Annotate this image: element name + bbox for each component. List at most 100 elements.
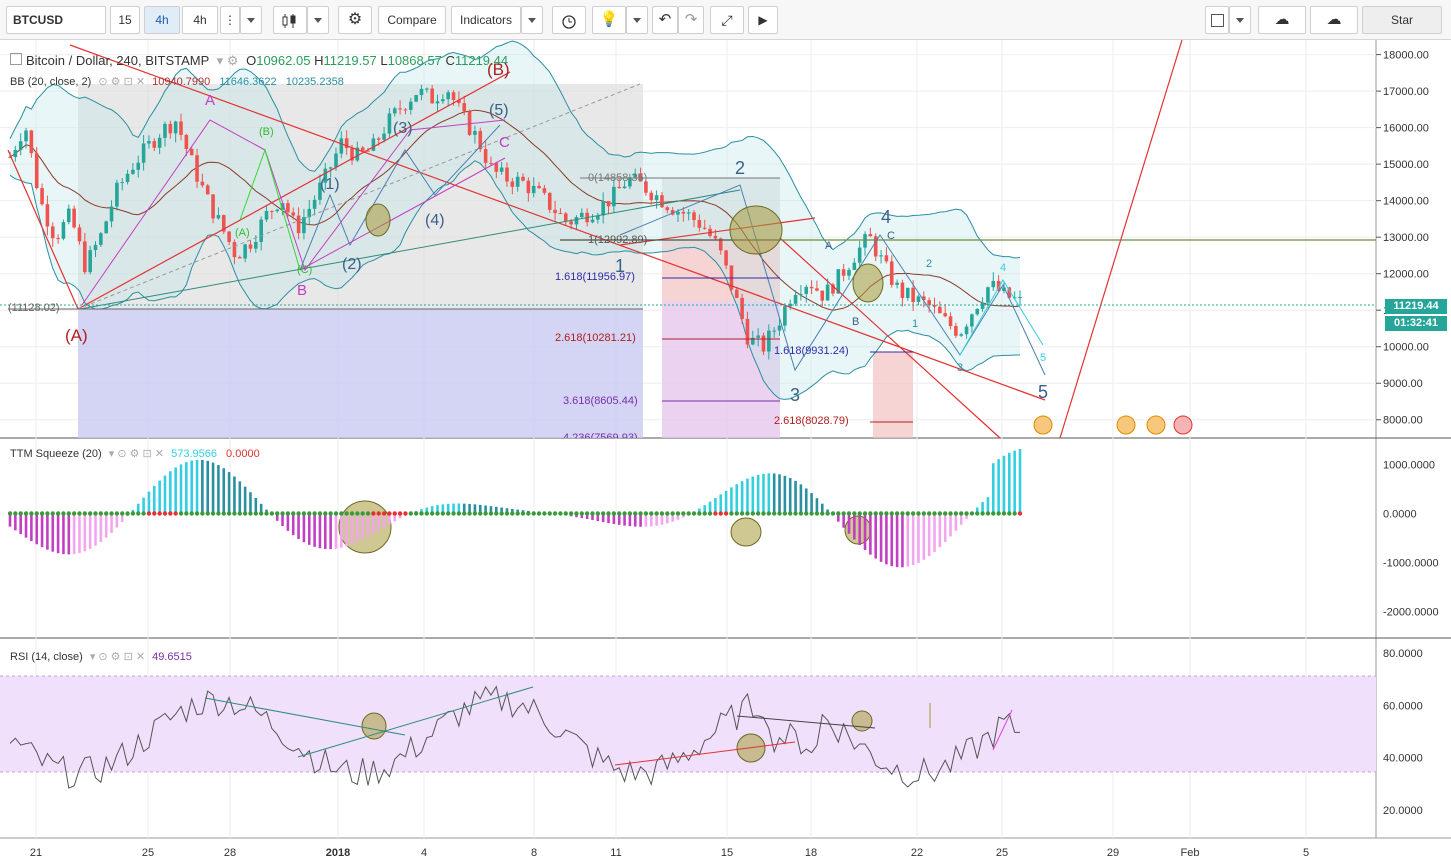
- candle-body: [788, 303, 793, 307]
- gear-icon[interactable]: ⚙: [338, 6, 372, 34]
- time-axis-label: 5: [1303, 847, 1309, 859]
- ttm-pane-bg: [0, 438, 1376, 638]
- candle-body: [783, 306, 787, 326]
- candle-body: [596, 215, 600, 220]
- ttm-squeeze-dot: [499, 511, 504, 516]
- ttm-squeeze-dot: [862, 511, 868, 516]
- ttm-axis-label: -1000.0000: [1383, 558, 1439, 570]
- collapse-icon[interactable]: [10, 53, 22, 65]
- candle-body: [804, 286, 809, 294]
- last-price-tag: 11219.44: [1385, 299, 1447, 314]
- price-axis-label: 9000.00: [1383, 378, 1423, 390]
- event-flag-icon: [1173, 415, 1193, 435]
- redo-icon[interactable]: ↷: [678, 6, 704, 34]
- ttm-axis-label: 1000.0000: [1383, 460, 1435, 472]
- ttm-squeeze-dot: [584, 511, 590, 516]
- candle-body: [943, 313, 947, 317]
- symbol-input[interactable]: BTCUSD: [6, 6, 106, 34]
- candle-body: [825, 284, 830, 301]
- fib-diagonal: [77, 83, 641, 310]
- undo-icon[interactable]: ↶: [652, 6, 678, 34]
- ttm-squeeze-dot: [889, 511, 894, 516]
- ttm-squeeze-dot: [873, 511, 878, 516]
- time-axis-label: 8: [531, 847, 537, 859]
- play-icon[interactable]: ▶: [748, 6, 778, 34]
- alert-clock-icon[interactable]: [552, 6, 586, 34]
- chart-area[interactable]: 18000.00 17000.00 16000.00 15000.00 14000.00…: [0, 40, 1451, 865]
- interval-15-button[interactable]: 15: [110, 6, 140, 34]
- magenta-waves: [81, 119, 506, 306]
- candle-body: [334, 153, 338, 168]
- rsi-series-line: [9, 685, 1020, 789]
- candle-body: [302, 217, 306, 234]
- cloud-save-icon[interactable]: ☁: [1310, 6, 1358, 34]
- candle-body: [948, 316, 953, 327]
- candle-body: [718, 238, 723, 251]
- indicators-button[interactable]: Indicators: [451, 6, 521, 34]
- ideas-dropdown[interactable]: [626, 6, 648, 34]
- legend-o-label: O: [246, 53, 257, 68]
- ttm-squeeze-dot: [130, 511, 136, 516]
- layout-dropdown[interactable]: [1229, 6, 1251, 34]
- legend-l: 10868.57: [387, 53, 442, 68]
- candle-style-button[interactable]: [273, 6, 307, 34]
- wave-label-1: 1: [615, 256, 626, 276]
- interval-4h-active-button[interactable]: 4h: [144, 6, 180, 34]
- candle-body: [387, 113, 392, 134]
- wave-label-b-paren: (B): [487, 60, 510, 79]
- star-button[interactable]: Star: [1362, 6, 1442, 34]
- chevron-down-icon: [528, 18, 536, 24]
- ttm-squeeze-dot: [691, 511, 697, 516]
- candle-body: [286, 203, 290, 213]
- candle-body: [505, 167, 509, 182]
- ttm-squeeze-dot: [333, 511, 339, 516]
- candle-body: [232, 242, 237, 258]
- interval-4h-button[interactable]: 4h: [182, 6, 218, 34]
- ttm-squeeze-dot: [34, 511, 39, 516]
- ttm-squeeze-dot: [1001, 511, 1007, 516]
- candle-body: [467, 111, 472, 135]
- ttm-squeeze-dot: [18, 511, 23, 516]
- fib-label-low: (11128.02): [8, 302, 60, 314]
- candle-body: [756, 335, 760, 338]
- ttm-squeeze-dot: [675, 511, 681, 516]
- fullscreen-icon[interactable]: ⤢: [710, 6, 744, 34]
- light-bulb-icon[interactable]: 💡: [592, 6, 626, 34]
- ttm-squeeze-dot: [568, 511, 574, 516]
- wave-label-sm1: 1: [912, 318, 919, 330]
- interval-dropdown-button[interactable]: [240, 6, 262, 34]
- ttm-squeeze-dot: [173, 511, 178, 516]
- ttm-squeeze-dot: [55, 511, 61, 516]
- bb-fill: [10, 41, 1020, 400]
- candle-body: [489, 162, 493, 164]
- rsi-settings-icon[interactable]: ▾ ⊙ ⚙ ⊡ ✕: [89, 651, 146, 663]
- highlight-circle: [729, 205, 783, 255]
- chart-canvas[interactable]: 18000.0017000.0016000.0015000.0014000.00…: [0, 40, 1451, 865]
- wave-label-small-a: A: [825, 240, 833, 252]
- indicators-dropdown[interactable]: [521, 6, 543, 34]
- chart-type-dropdown[interactable]: [307, 6, 329, 34]
- time-axis-label: 29: [1107, 847, 1119, 859]
- fib-label-1618-b: 1.618(9931.24): [774, 345, 849, 357]
- wave-label-b: B: [297, 282, 308, 299]
- ttm-squeeze-dot: [50, 511, 55, 516]
- cloud-load-icon[interactable]: ☁: [1258, 6, 1306, 34]
- candle-body: [408, 101, 413, 110]
- legend-settings-icon[interactable]: ▾ ⚙: [216, 53, 239, 68]
- candle-body: [537, 185, 541, 189]
- ttm-squeeze-dot: [665, 511, 670, 516]
- candle-body: [724, 250, 728, 266]
- wave-label-1p: (1): [320, 176, 340, 193]
- bb-settings-icon[interactable]: ⊙ ⚙ ⊡ ✕: [98, 76, 146, 88]
- ttm-squeeze-dot: [590, 511, 595, 516]
- price-axis-label: 16000.00: [1383, 123, 1429, 135]
- layout-square-icon[interactable]: [1205, 6, 1229, 34]
- ttm-settings-icon[interactable]: ▾ ⊙ ⚙ ⊡ ✕: [108, 448, 165, 460]
- more-intervals-icon[interactable]: ⋮: [220, 6, 240, 34]
- candle-body: [563, 213, 568, 222]
- compare-button[interactable]: Compare: [378, 6, 446, 34]
- wave-label-sm5: 5: [1040, 352, 1047, 364]
- time-axis-label: 21: [30, 847, 42, 859]
- ttm-squeeze-dot: [953, 511, 959, 516]
- ttm-squeeze-dot: [996, 511, 1001, 516]
